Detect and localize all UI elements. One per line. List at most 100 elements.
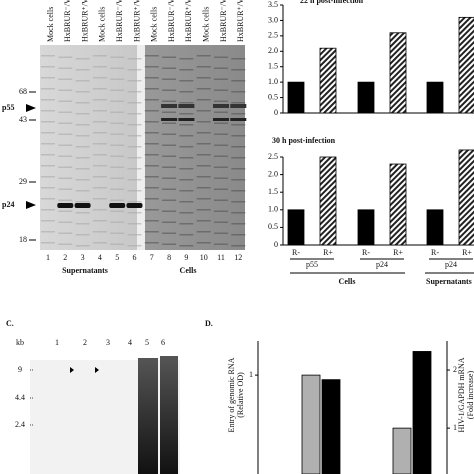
marker-label: 4.4 [15,393,25,402]
gel-band [196,121,211,123]
gel-band [127,223,142,225]
gel-band [127,201,142,203]
lane-number: 10 [200,253,208,262]
gel-band [110,177,125,179]
gel-band [127,245,142,247]
gel-band [179,124,194,126]
gel-band [179,91,194,93]
bar [321,379,341,474]
gel-band [41,110,55,112]
group-label: Cells [339,277,356,286]
gel-band [162,166,177,168]
gel-band [162,89,177,91]
lane-number: 7 [150,253,154,262]
gel-band [231,201,246,203]
gel-band [144,110,159,112]
gel-band [110,89,125,91]
gel-band [214,111,228,113]
panel-label: D. [205,319,213,328]
gel-band [214,122,228,124]
gel-band [161,118,178,121]
bar [287,209,305,246]
gel-band [144,55,159,57]
gel-band [144,198,159,200]
gel-band [92,231,107,233]
gel-band [196,88,211,90]
gel-band [231,212,246,214]
gel-band [92,110,107,112]
gel-band [58,111,73,113]
y-tick-label: 1.0 [268,77,278,86]
gel-band [92,154,107,156]
y2-axis-label: HIV-1/GAPDH mRNA [457,357,466,432]
gel-band [144,187,159,189]
gel-band [92,165,107,167]
y-axis-label: Entry of genomic RNA [227,357,236,432]
gel-band [58,133,73,135]
gel-band [179,223,194,225]
gel-band [196,165,211,167]
gel-band [75,223,90,225]
lane-number: 5 [115,253,119,262]
bar [357,81,375,114]
gel-band [41,220,55,222]
gel-band [92,66,107,68]
gel-band [179,146,194,148]
lane-number: 11 [217,253,225,262]
lane-number: 2 [63,253,67,262]
gel-band [179,58,194,60]
gel-band [92,209,107,211]
gel-band [110,243,125,245]
marker-label: 9 [18,365,22,374]
bar [426,81,444,114]
y-tick-label: 3.5 [268,0,278,9]
lane-header: Mock cells [46,7,55,42]
gel-band [41,209,55,211]
gel-band [127,135,142,137]
group-label: Supernatants [426,277,472,286]
gel-band [92,143,107,145]
blot-arrow [95,367,99,373]
gel-band [58,166,73,168]
lane-number: 1 [46,253,50,262]
gel-band [214,155,228,157]
gel-band [75,91,90,93]
y-tick-label: 2.5 [268,152,278,161]
gel-band [214,221,228,223]
lane-number: 6 [133,253,137,262]
lane-header: HxBRUR⁺/V2 [80,0,89,42]
y-tick-label: 2.0 [268,46,278,55]
gel-band [75,135,90,137]
gel-band [127,80,142,82]
gel-band [231,69,246,71]
bar [392,427,412,474]
gel-band [58,177,73,179]
gel-band [144,154,159,156]
lane-header: Mock cells [150,7,159,42]
gel-band [75,179,90,181]
gel-band [92,99,107,101]
lane-header: HxBRUR⁺/V2 [184,0,193,42]
gel-band [110,133,125,135]
gel-band [179,212,194,214]
gel-band [75,234,90,236]
gel-band [179,168,194,170]
gel-band [179,80,194,82]
gel-band [144,242,159,244]
gel-band [41,187,55,189]
gel-band [162,232,177,234]
gel-band [214,100,228,102]
band-label: p55 [2,103,14,112]
gel-band [127,157,142,159]
gel-band [231,179,246,181]
y-tick-label: 0.5 [268,92,278,101]
gel-band [231,157,246,159]
gel-band [196,99,211,101]
gel-band [231,102,246,104]
gel-band [110,221,125,223]
gel-band [126,203,143,208]
series-name: R+ [393,248,403,257]
gel-band [179,245,194,247]
gel-band [127,102,142,104]
gel-band [144,66,159,68]
